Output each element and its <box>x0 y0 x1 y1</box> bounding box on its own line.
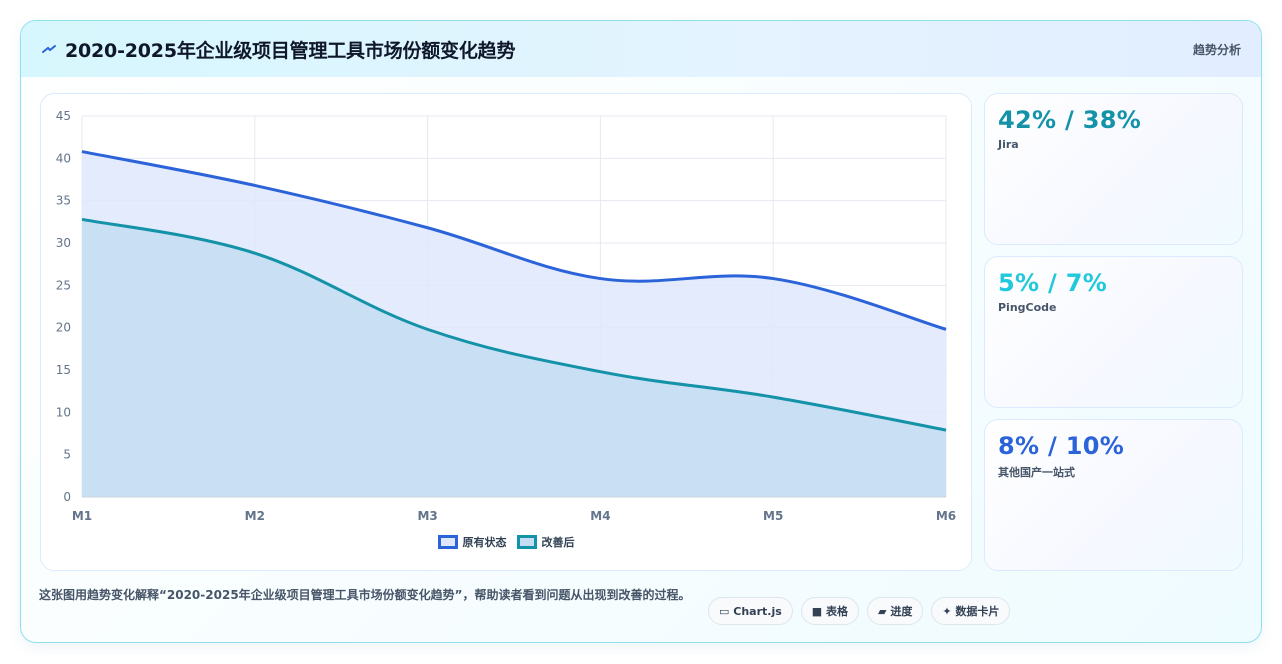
x-tick-label: M4 <box>590 509 610 523</box>
stat-card-other: 8% / 10% 其他国产一站式 <box>984 419 1243 571</box>
chart-description: 这张图用趋势变化解释“2020-2025年企业级项目管理工具市场份额变化趋势”，… <box>39 588 691 602</box>
legend-label: 改善后 <box>541 536 575 549</box>
stat-label: Jira <box>998 138 1019 151</box>
window-icon: ▭ <box>719 604 730 618</box>
stat-value: 5% / 7% <box>998 269 1108 297</box>
tag-label: 表格 <box>826 605 849 618</box>
y-tick-label: 20 <box>56 321 71 335</box>
stat-label: 其他国产一站式 <box>998 466 1075 479</box>
series-area <box>82 219 946 497</box>
tag-label: Chart.js <box>733 604 782 618</box>
legend-label: 原有状态 <box>462 536 507 549</box>
y-tick-label: 45 <box>56 109 71 123</box>
y-tick-label: 30 <box>56 236 71 250</box>
legend-item[interactable]: 改善后 <box>516 534 575 550</box>
tag-label: 数据卡片 <box>955 605 1000 618</box>
square-icon: ■ <box>811 604 823 618</box>
tag-table[interactable]: ■ 表格 <box>800 597 860 625</box>
y-tick-label: 35 <box>56 194 71 208</box>
series-line <box>81 150 947 331</box>
stat-value: 42% / 38% <box>998 106 1142 134</box>
x-tick-label: M3 <box>417 509 437 523</box>
x-tick-label: M6 <box>936 509 956 523</box>
trend-line-icon <box>42 45 56 53</box>
tag-label: 进度 <box>890 605 913 618</box>
y-tick-label: 40 <box>56 151 71 165</box>
stat-value: 8% / 10% <box>998 432 1125 460</box>
legend-swatch <box>516 535 537 549</box>
stat-card-jira: 42% / 38% Jira <box>984 93 1243 245</box>
chart-legend: 原有状态 改善后 <box>41 534 971 550</box>
chart-panel: 0 5 10 15 20 25 30 35 40 45 M1 M2 M3 M4 M5 M6 原有状态 改善后 <box>40 93 972 571</box>
stat-label: PingCode <box>998 301 1057 314</box>
x-tick-label: M1 <box>72 509 92 523</box>
y-tick-label: 0 <box>63 490 71 504</box>
stat-card-pingcode: 5% / 7% PingCode <box>984 256 1243 408</box>
tag-chartjs[interactable]: ▭ Chart.js <box>708 597 793 625</box>
y-tick-label: 5 <box>63 448 71 462</box>
area-chart: 0 5 10 15 20 25 30 35 40 45 M1 M2 M3 M4 M5 M6 <box>56 109 956 523</box>
y-tick-label: 25 <box>56 278 71 292</box>
tag-list: ▭ Chart.js ■ 表格 ▰ 进度 ✦ 数据卡片 <box>708 597 1011 625</box>
chart-card: 2020-2025年企业级项目管理工具市场份额变化趋势 趋势分析 0 5 10 15 2… <box>20 20 1262 643</box>
tag-progress[interactable]: ▰ 进度 <box>867 597 924 625</box>
x-tick-label: M5 <box>763 509 783 523</box>
y-tick-label: 10 <box>56 405 71 419</box>
legend-item[interactable]: 原有状态 <box>437 534 507 550</box>
progress-icon: ▰ <box>878 604 887 618</box>
card-header: 2020-2025年企业级项目管理工具市场份额变化趋势 趋势分析 <box>21 21 1261 77</box>
sparkle-icon: ✦ <box>942 604 952 618</box>
series-line <box>81 217 947 432</box>
legend-swatch <box>437 535 458 549</box>
y-tick-label: 15 <box>56 363 71 377</box>
page-title: 2020-2025年企业级项目管理工具市场份额变化趋势 <box>65 39 516 62</box>
x-tick-label: M2 <box>245 509 265 523</box>
tag-data-card[interactable]: ✦ 数据卡片 <box>931 597 1011 625</box>
trend-analysis-label: 趋势分析 <box>1192 42 1241 57</box>
